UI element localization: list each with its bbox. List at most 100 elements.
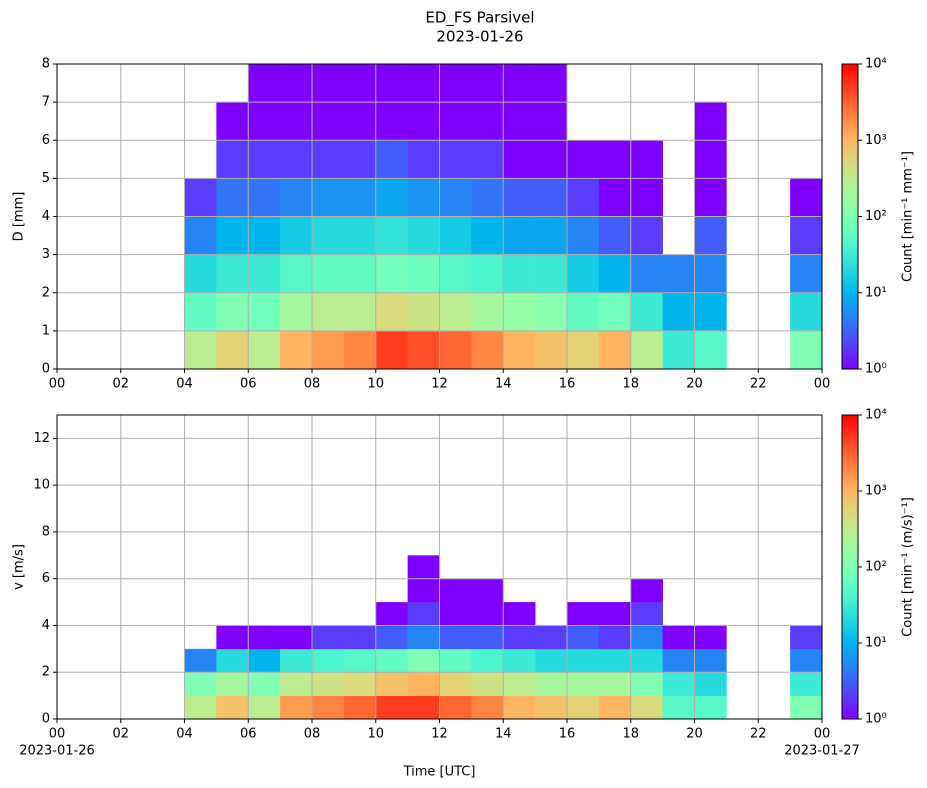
heat-cell [375,672,408,696]
x-date-label: 2023-01-26 [19,744,95,759]
heat-cell [694,648,727,673]
heat-cell [280,254,313,294]
heat-cell [248,695,281,720]
heat-cell [567,254,600,294]
heat-cell [694,330,727,370]
heat-cell [662,648,695,673]
heat-cell [630,602,663,626]
heat-cell [280,178,313,217]
heat-cell [598,602,632,626]
heat-cell [312,102,345,141]
colorbar-tick-label: 10⁴ [865,57,887,72]
heat-cell [503,625,536,650]
heat-cell [471,254,504,294]
x-tick-label: 08 [304,727,321,742]
heat-cell [790,292,823,332]
heat-cell [407,555,440,579]
heat-cell [694,178,727,217]
heat-cell [471,330,504,370]
heat-cell [662,292,695,332]
x-tick-label: 18 [622,377,639,392]
heat-cell [407,64,440,103]
y-tick-label: 8 [42,524,50,539]
heat-cell [630,672,663,696]
colorbar-tick-label: 10² [865,209,887,224]
heat-cell [630,292,663,332]
heat-cell [790,672,823,696]
heat-cell [407,578,440,603]
heat-cell [439,672,472,696]
heat-cell [184,216,217,255]
heat-cell [598,330,632,370]
colorbar [841,63,859,370]
heat-cell [343,672,377,696]
heat-cell [375,216,408,255]
colorbar [841,414,859,720]
heat-cell [694,140,727,179]
heat-cell [407,178,440,217]
x-tick-label: 20 [686,377,703,392]
heat-cell [694,292,727,332]
heat-cell [439,330,472,370]
heat-cell [439,578,472,603]
x-tick-label: 22 [750,377,767,392]
colorbar-tick-label: 10⁰ [865,362,887,377]
x-tick-label: 16 [559,727,576,742]
heat-cell [630,178,663,217]
heat-cell [248,292,281,332]
heat-cell [248,64,281,103]
x-tick-label: 00 [814,727,831,742]
heat-cell [535,64,568,103]
heat-cell [439,178,472,217]
heat-cell [216,292,249,332]
x-tick-label: 12 [431,377,448,392]
heat-cell [598,292,632,332]
heat-cell [598,648,632,673]
heat-cell [184,292,217,332]
heat-cell [503,102,536,141]
heat-cell [630,578,663,603]
heat-cell [630,648,663,673]
heat-cell [375,102,408,141]
colorbar-tick-label: 10¹ [865,636,887,651]
x-tick-label: 00 [49,727,66,742]
heat-cell [503,648,536,673]
heat-cell [694,254,727,294]
heat-cell [248,254,281,294]
y-tick-label: 2 [42,285,50,300]
y-tick-label: 3 [42,247,50,262]
heat-cell [312,140,345,179]
heat-cell [407,140,440,179]
x-tick-label: 20 [686,727,703,742]
heat-cell [790,695,823,720]
heat-cell [343,64,377,103]
heat-cell [694,672,727,696]
heat-cell [375,330,408,370]
heat-cell [567,292,600,332]
heat-cell [375,64,408,103]
y-tick-label: 6 [42,133,50,148]
heat-cell [343,695,377,720]
heat-cell [343,216,377,255]
heat-cell [630,140,663,179]
heat-cell [248,178,281,217]
heat-cell [407,672,440,696]
colorbar-tick-label: 10² [865,560,887,575]
heat-cell [248,216,281,255]
heat-cell [407,292,440,332]
y-tick-label: 0 [42,362,50,377]
heat-cell [471,216,504,255]
heat-cell [375,254,408,294]
heat-cell [343,254,377,294]
x-tick-label: 18 [622,727,639,742]
heat-cell [790,330,823,370]
y-tick-label: 4 [42,209,50,224]
y-tick-label: 7 [42,95,50,110]
heat-cell [248,672,281,696]
plot-frame [56,414,823,720]
heat-cell [407,648,440,673]
y-tick-label: 8 [42,57,50,72]
heat-cell [312,672,345,696]
heat-cell [598,672,632,696]
y-axis-label: D [mm] [12,192,27,242]
